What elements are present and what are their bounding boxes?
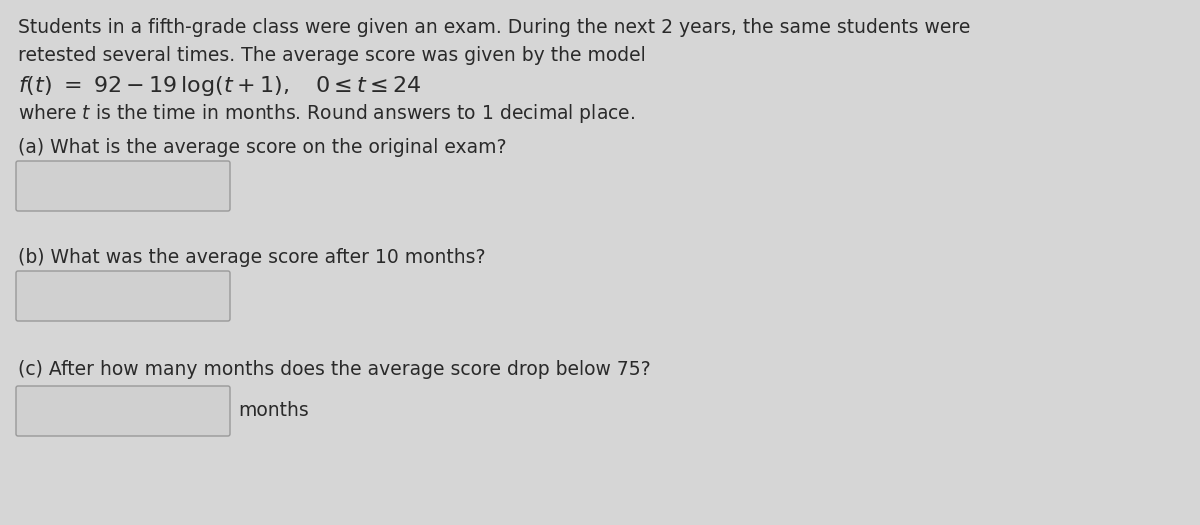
Text: months: months (238, 402, 308, 421)
Text: (b) What was the average score after 10 months?: (b) What was the average score after 10 … (18, 248, 486, 267)
Text: retested several times. The average score was given by the model: retested several times. The average scor… (18, 46, 646, 65)
Text: where $t$ is the time in months. Round answers to 1 decimal place.: where $t$ is the time in months. Round a… (18, 102, 635, 125)
Text: Students in a fifth-grade class were given an exam. During the next 2 years, the: Students in a fifth-grade class were giv… (18, 18, 971, 37)
FancyBboxPatch shape (16, 386, 230, 436)
Text: (a) What is the average score on the original exam?: (a) What is the average score on the ori… (18, 138, 506, 157)
Text: (c) After how many months does the average score drop below 75?: (c) After how many months does the avera… (18, 360, 650, 379)
Text: $f(t)$ $=$ $92 - 19\,\log(t+1),$$\quad 0 \leq t \leq 24$: $f(t)$ $=$ $92 - 19\,\log(t+1),$$\quad 0… (18, 74, 421, 98)
FancyBboxPatch shape (16, 271, 230, 321)
FancyBboxPatch shape (16, 161, 230, 211)
